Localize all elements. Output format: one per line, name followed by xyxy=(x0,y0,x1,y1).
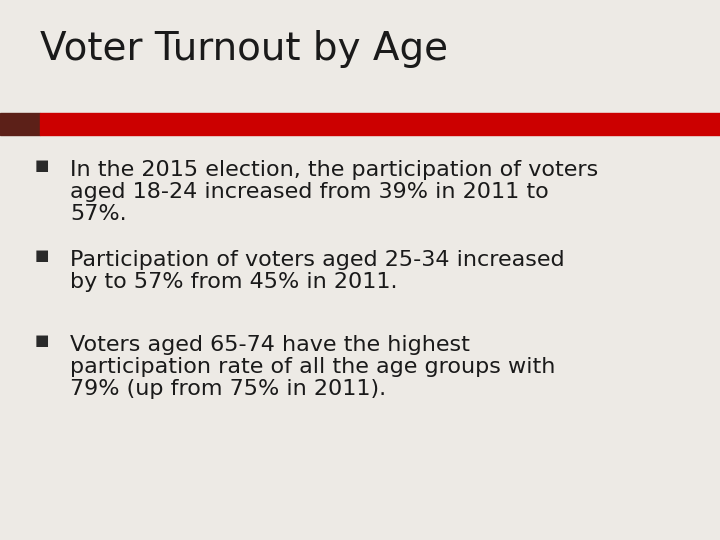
Bar xyxy=(0,113,40,135)
Text: by to 57% from 45% in 2011.: by to 57% from 45% in 2011. xyxy=(70,272,397,292)
Text: Voter Turnout by Age: Voter Turnout by Age xyxy=(40,30,448,68)
Bar xyxy=(40,113,720,135)
Text: Voters aged 65-74 have the highest: Voters aged 65-74 have the highest xyxy=(70,335,470,355)
Text: 57%.: 57%. xyxy=(70,204,127,224)
Text: participation rate of all the age groups with: participation rate of all the age groups… xyxy=(70,357,555,377)
Text: 79% (up from 75% in 2011).: 79% (up from 75% in 2011). xyxy=(70,379,386,399)
Text: ■: ■ xyxy=(35,158,49,173)
Text: aged 18-24 increased from 39% in 2011 to: aged 18-24 increased from 39% in 2011 to xyxy=(70,182,549,202)
Text: In the 2015 election, the participation of voters: In the 2015 election, the participation … xyxy=(70,160,598,180)
Text: ■: ■ xyxy=(35,248,49,263)
Text: Participation of voters aged 25-34 increased: Participation of voters aged 25-34 incre… xyxy=(70,250,564,270)
Text: ■: ■ xyxy=(35,333,49,348)
